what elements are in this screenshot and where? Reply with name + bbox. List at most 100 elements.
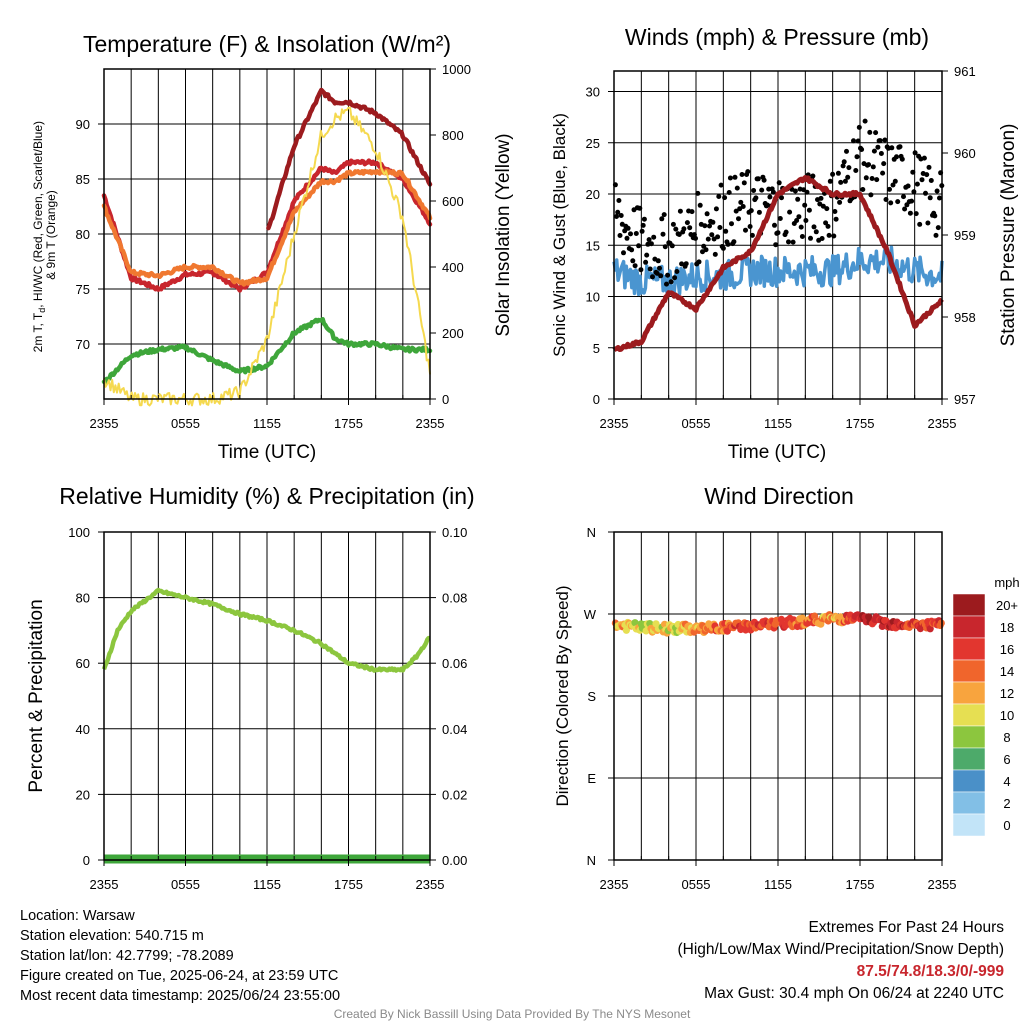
wind-gust-point bbox=[660, 231, 666, 237]
wind-gust-point bbox=[646, 237, 652, 243]
winds-xtick-label: 2355 bbox=[600, 416, 629, 431]
temperature-ytick-label: 70 bbox=[76, 337, 90, 352]
credit-text: Created By Nick Bassill Using Data Provi… bbox=[333, 1007, 691, 1021]
wind-direction-ytick-label: N bbox=[587, 853, 596, 868]
wind-gust-point bbox=[693, 235, 698, 241]
wind-gust-point bbox=[874, 177, 880, 183]
wind-gust-point bbox=[859, 147, 865, 152]
wind-gust-point bbox=[713, 206, 719, 212]
wind-gust-point bbox=[928, 178, 934, 183]
temperature-ytick-label: 85 bbox=[76, 172, 90, 187]
colorbar-swatch bbox=[952, 615, 986, 639]
wind-gust-point bbox=[792, 188, 798, 194]
wind-gust-point bbox=[819, 236, 825, 241]
wind-gust-point bbox=[662, 244, 668, 250]
humidity-ytick-label: 20 bbox=[76, 787, 90, 802]
max-gust-text: Max Gust: 30.4 mph On 06/24 at 2240 UTC bbox=[704, 985, 1004, 1002]
wind-gust-point bbox=[835, 170, 841, 176]
wind-gust-point bbox=[901, 194, 906, 200]
humidity-xtick-label: 1155 bbox=[253, 877, 281, 892]
wind-gust-point bbox=[651, 234, 657, 240]
wind-gust-point bbox=[824, 206, 830, 212]
created-text: Figure created on Tue, 2025-06-24, at 23… bbox=[20, 968, 339, 984]
wind-gust-point bbox=[827, 178, 833, 184]
temperature-ytick-right-label: 0 bbox=[442, 392, 449, 407]
wind-gust-point bbox=[802, 202, 808, 208]
wind-gust-point bbox=[838, 179, 844, 185]
wind-direction-title: Wind Direction bbox=[704, 483, 854, 509]
extremes-values: 87.5/74.8/18.3/0/-999 bbox=[856, 963, 1004, 980]
colorbar-label: 14 bbox=[1000, 664, 1014, 679]
wind-gust-point bbox=[648, 241, 654, 247]
wind-gust-point bbox=[761, 177, 767, 183]
wind-direction-ytick-label: E bbox=[587, 771, 596, 786]
colorbar-swatch bbox=[952, 747, 986, 771]
humidity-ytick-right-label: 0.06 bbox=[442, 656, 467, 671]
wind-gust-point bbox=[826, 232, 832, 238]
wind-gust-point bbox=[776, 180, 782, 186]
wind-gust-point bbox=[902, 206, 908, 212]
winds-xtick-label: 1155 bbox=[764, 416, 792, 431]
wind-gust-point bbox=[934, 188, 940, 194]
extremes-title: Extremes For Past 24 Hours bbox=[808, 919, 1004, 936]
wind-gust-point bbox=[806, 207, 812, 213]
wind-gust-point bbox=[840, 163, 846, 169]
extremes-legend: (High/Low/Max Wind/Precipitation/Snow De… bbox=[677, 941, 1005, 958]
wind-gust-point bbox=[743, 227, 748, 233]
wind-gust-point bbox=[684, 220, 690, 226]
wind-gust-point bbox=[749, 232, 755, 238]
wind-gust-point bbox=[677, 208, 683, 214]
humidity-ytick-right-label: 0.04 bbox=[442, 722, 467, 737]
wind-gust-point bbox=[833, 216, 839, 222]
humidity-ytick-right-label: 0.02 bbox=[442, 787, 467, 802]
wind-gust-point bbox=[921, 155, 927, 161]
wind-gust-point bbox=[654, 270, 660, 276]
wind-gust-point bbox=[702, 223, 708, 229]
wind-gust-point bbox=[703, 247, 709, 253]
wind-gust-point bbox=[777, 216, 783, 221]
speed-colorbar: mph 20+ 18 16 14 12 10 8 6 4 2 0 bbox=[952, 575, 1020, 837]
wind-gust-point bbox=[756, 209, 762, 215]
wind-gust-point bbox=[887, 186, 892, 192]
wind-gust-point bbox=[723, 228, 729, 234]
wind-gust-point bbox=[935, 225, 941, 231]
colorbar-label: 16 bbox=[1000, 642, 1014, 657]
wind-gust-point bbox=[813, 229, 819, 235]
wind-gust-point bbox=[643, 259, 649, 265]
wind-gust-point bbox=[751, 188, 757, 193]
colorbar-label: 12 bbox=[1000, 686, 1014, 701]
wind-gust-point bbox=[787, 209, 793, 215]
wind-gust-point bbox=[855, 138, 861, 144]
wind-gust-point bbox=[870, 164, 876, 170]
wind-gust-point bbox=[720, 245, 726, 251]
wind-gust-point bbox=[889, 145, 895, 151]
humidity-ytick-right-label: 0.10 bbox=[442, 525, 467, 540]
winds-xtick-label: 2355 bbox=[928, 416, 957, 431]
wind-gust-point bbox=[878, 151, 884, 156]
wind-gust-point bbox=[899, 156, 905, 162]
temperature-ylabel-right: Solar Insolation (Yellow) bbox=[493, 133, 514, 336]
wind-gust-point bbox=[740, 204, 746, 209]
wind-gust-point bbox=[722, 195, 728, 201]
wind-gust-point bbox=[860, 187, 866, 192]
wind-gust-point bbox=[818, 195, 824, 201]
wind-gust-point bbox=[825, 223, 831, 229]
humidity-ytick-label: 100 bbox=[68, 525, 90, 540]
wind-gust-point bbox=[799, 234, 805, 239]
wind-gust-point bbox=[897, 144, 903, 150]
wind-gust-point bbox=[845, 174, 851, 180]
colorbar-label: 6 bbox=[1003, 752, 1010, 767]
humidity-ytick-label: 80 bbox=[76, 591, 90, 606]
temperature-series-1 bbox=[101, 167, 433, 287]
wind-gust-point bbox=[621, 250, 626, 256]
wind-gust-point bbox=[715, 234, 721, 240]
wind-gust-point bbox=[811, 224, 817, 230]
wind-gust-point bbox=[862, 118, 868, 124]
wind-gust-point bbox=[641, 216, 647, 222]
wind-gust-point bbox=[637, 205, 643, 211]
wind-direction-ylabel: Direction (Colored By Speed) bbox=[553, 585, 572, 806]
temperature-ylabel-left: 2m T, Td, HI/WC (Red, Green, Scarlet/Blu… bbox=[31, 118, 58, 353]
colorbar-label: 4 bbox=[1003, 774, 1010, 789]
winds-ytick-label: 20 bbox=[586, 187, 600, 202]
